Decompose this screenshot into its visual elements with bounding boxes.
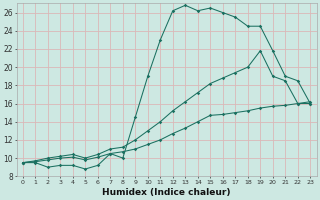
X-axis label: Humidex (Indice chaleur): Humidex (Indice chaleur) — [102, 188, 231, 197]
